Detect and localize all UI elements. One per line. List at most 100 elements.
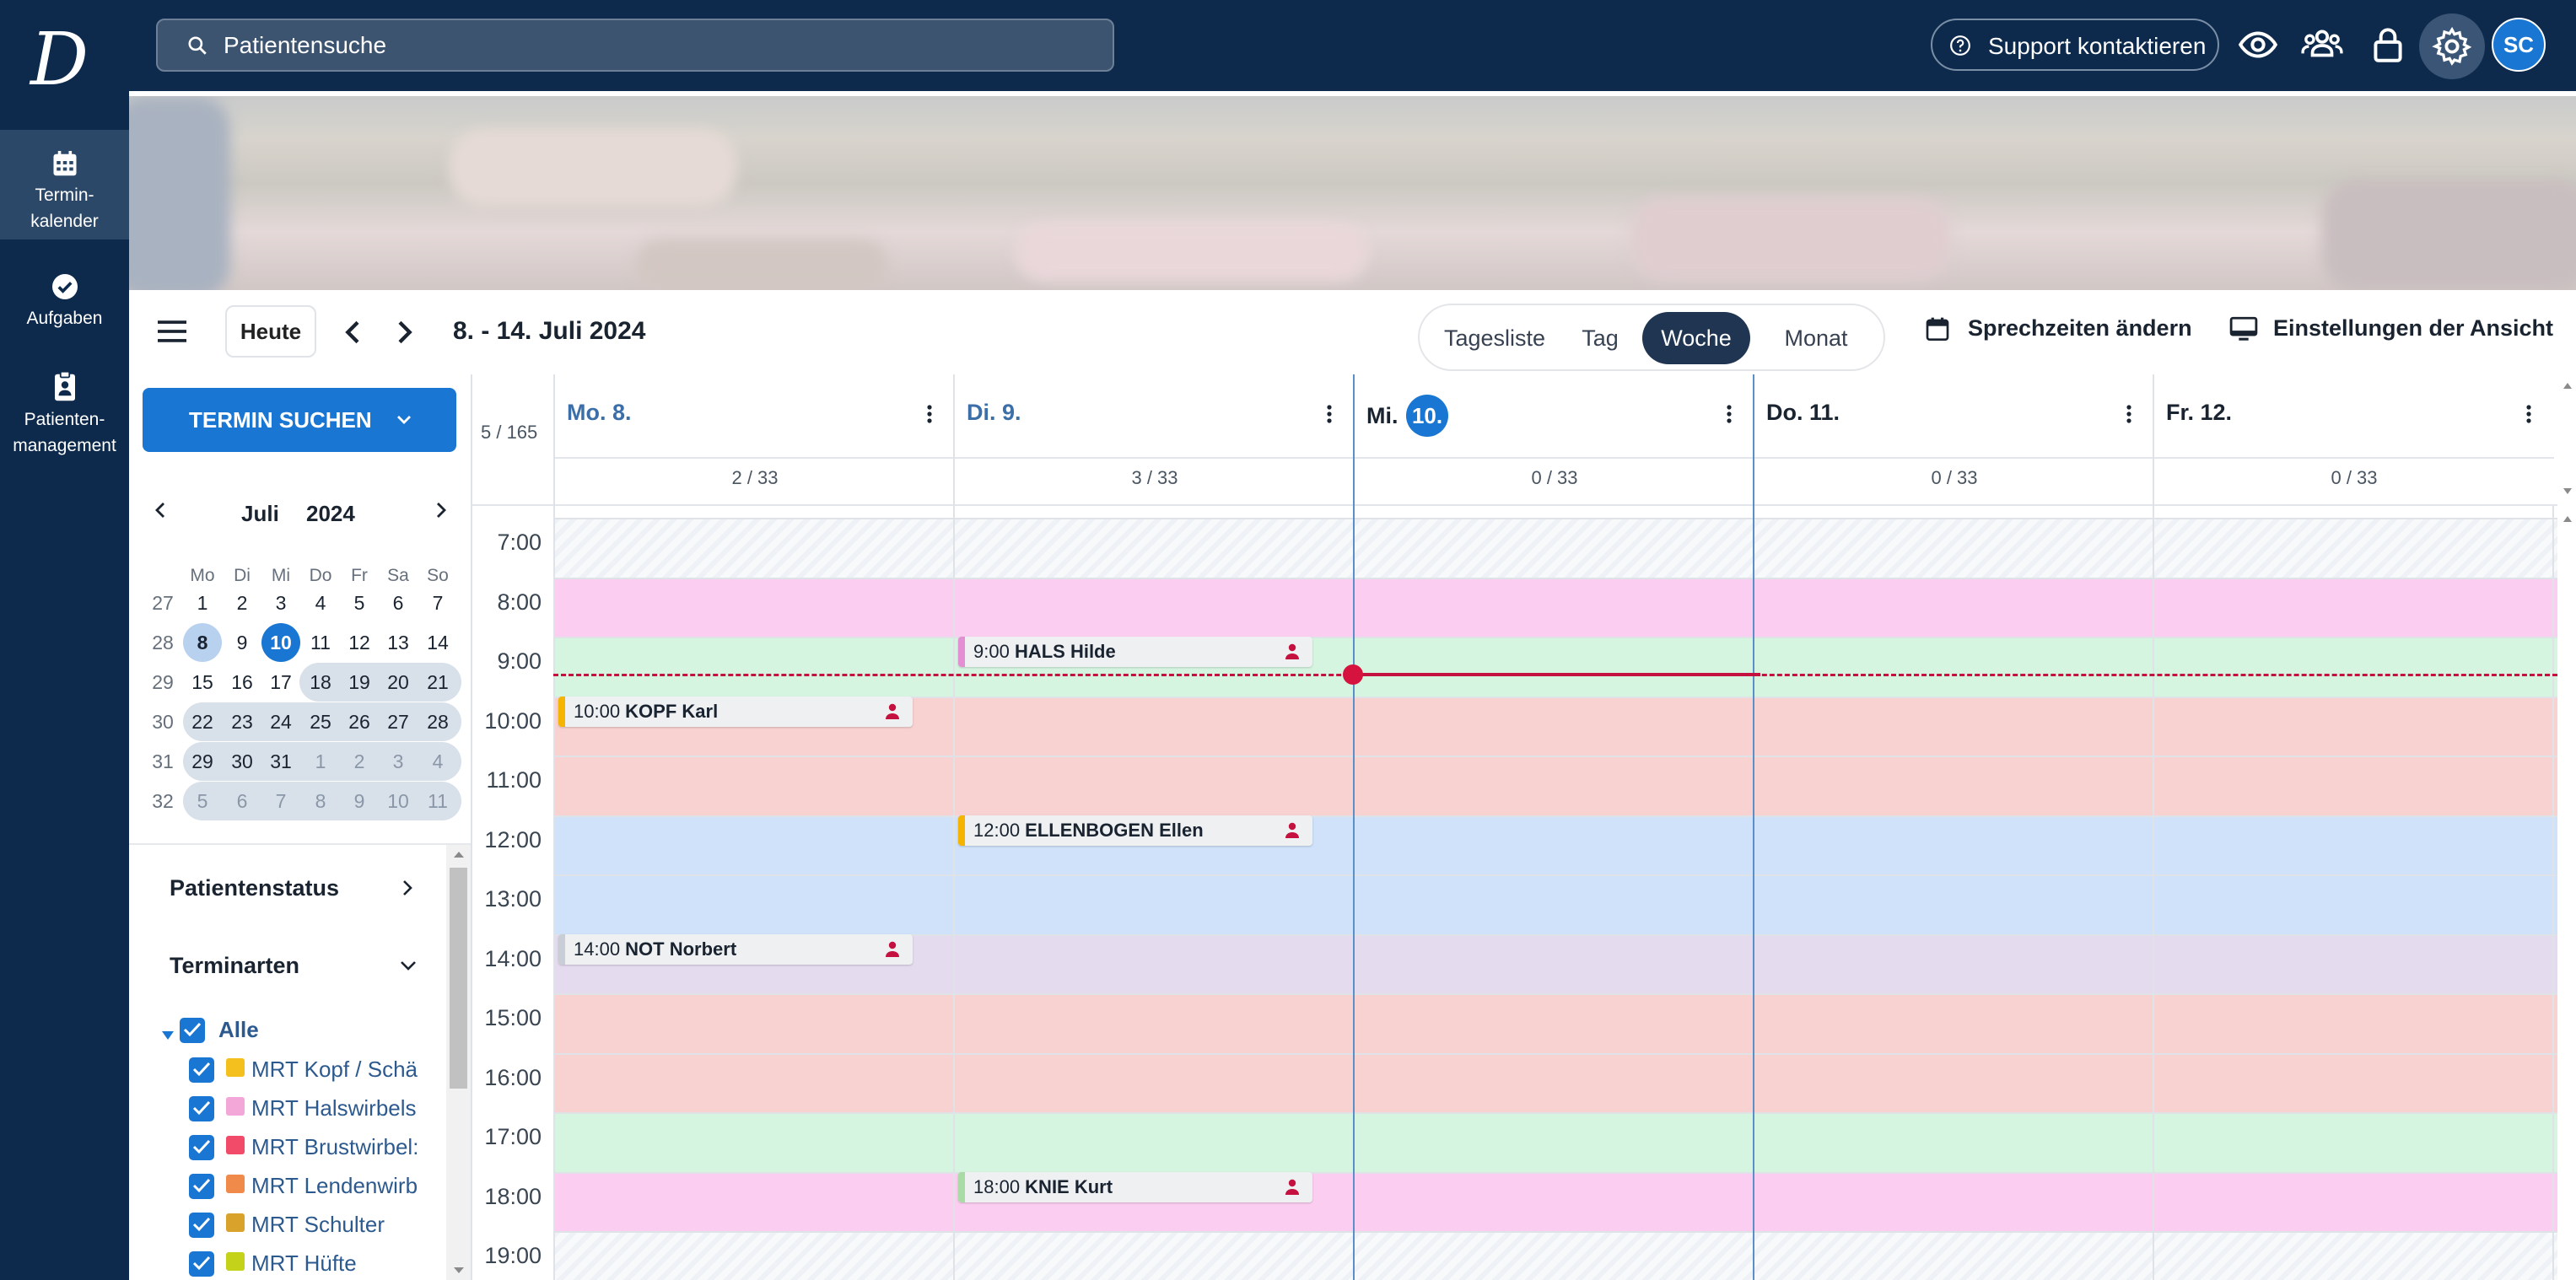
scroll-up-icon[interactable]: [2563, 514, 2573, 523]
avatar[interactable]: SC: [2492, 18, 2546, 72]
calendar-day[interactable]: 14: [427, 632, 449, 653]
calendar-day[interactable]: 11: [310, 632, 331, 653]
support-button[interactable]: Support kontaktieren: [1931, 19, 2219, 71]
eye-icon[interactable]: [2237, 24, 2279, 66]
checkbox[interactable]: [180, 1018, 205, 1043]
scrollbar[interactable]: [2557, 374, 2576, 1280]
patientenstatus-toggle[interactable]: Patientenstatus: [170, 875, 340, 901]
calendar-day-other-month[interactable]: 4: [432, 750, 444, 772]
calendar-day-other-month[interactable]: 11: [428, 790, 448, 812]
scroll-down-icon[interactable]: [453, 1267, 465, 1275]
calendar-day-today[interactable]: 10: [261, 623, 300, 662]
hour-row[interactable]: [553, 1052, 2557, 1113]
more-vertical-icon[interactable]: [2519, 401, 2539, 427]
calendar-day[interactable]: 9: [236, 632, 248, 653]
checkbox[interactable]: [189, 1135, 214, 1160]
checkbox[interactable]: [189, 1057, 214, 1083]
appointment[interactable]: 14:00 NOT Norbert: [558, 933, 913, 965]
menu-icon[interactable]: [158, 319, 186, 344]
calendar-day[interactable]: 6: [392, 592, 404, 614]
terminarten-toggle[interactable]: Terminarten: [170, 953, 300, 978]
calendar-day-other-month[interactable]: 5: [197, 790, 208, 812]
scrollbar[interactable]: [446, 845, 471, 1280]
patient-search[interactable]: [156, 19, 1114, 72]
calendar-day[interactable]: 20: [387, 671, 409, 693]
day-column-header[interactable]: Fr. 12. 0 / 33: [2153, 374, 2554, 506]
calendar-day[interactable]: 5: [353, 592, 365, 614]
more-vertical-icon[interactable]: [2119, 401, 2139, 427]
day-column-header[interactable]: Di. 9. 3 / 33: [953, 374, 1355, 506]
hour-row[interactable]: [553, 993, 2557, 1053]
calendar-day[interactable]: 2: [236, 592, 248, 614]
chevron-right-icon[interactable]: [431, 496, 451, 524]
app-logo[interactable]: D: [30, 18, 89, 102]
calendar-day-other-month[interactable]: 3: [392, 750, 404, 772]
calendar-day[interactable]: 26: [348, 711, 370, 733]
hour-row[interactable]: [553, 1231, 2557, 1280]
calendar-day[interactable]: 28: [427, 711, 449, 733]
calendar-day[interactable]: 22: [191, 711, 213, 733]
calendar-day[interactable]: 27: [387, 711, 409, 733]
find-appointment-button[interactable]: TERMIN SUCHEN: [143, 388, 456, 452]
tab-tagesliste[interactable]: Tagesliste: [1443, 325, 1546, 351]
calendar-day[interactable]: 29: [191, 750, 213, 772]
nav-item-patientenmanagement[interactable]: Patienten- management: [0, 369, 129, 459]
more-vertical-icon[interactable]: [1319, 401, 1339, 427]
calendar-day[interactable]: 25: [310, 711, 331, 733]
calendar-day[interactable]: 17: [270, 671, 292, 693]
day-column-header[interactable]: Do. 11. 0 / 33: [1753, 374, 2154, 506]
calendar-day[interactable]: 19: [348, 671, 370, 693]
checkbox[interactable]: [189, 1174, 214, 1199]
calendar-day[interactable]: 15: [191, 671, 213, 693]
users-icon[interactable]: [2301, 24, 2343, 66]
day-column-header[interactable]: Mo. 8. 2 / 33: [553, 374, 955, 506]
tab-tag[interactable]: Tag: [1582, 325, 1619, 351]
chevron-left-icon[interactable]: [150, 496, 170, 524]
calendar-day-other-month[interactable]: 2: [353, 750, 365, 772]
calendar-day[interactable]: 1: [197, 592, 208, 614]
appointment[interactable]: 12:00 ELLENBOGEN Ellen: [958, 815, 1312, 846]
appointment[interactable]: 9:00 HALS Hilde: [958, 637, 1312, 667]
calendar-day[interactable]: 3: [275, 592, 287, 614]
hour-row[interactable]: [553, 1171, 2557, 1232]
today-button[interactable]: Heute: [225, 305, 316, 358]
checkbox[interactable]: [189, 1213, 214, 1238]
calendar-day[interactable]: 24: [270, 711, 292, 733]
calendar-day-other-month[interactable]: 9: [353, 790, 365, 812]
calendar-day[interactable]: 23: [231, 711, 253, 733]
calendar-day-selected[interactable]: 8: [183, 623, 222, 662]
time-grid[interactable]: 7:00 8:00 9:00 10:00 11:00 12:00 13:00 14:00 15:…: [472, 506, 2557, 1280]
hour-row[interactable]: [553, 756, 2557, 815]
nav-item-terminkalender[interactable]: Termin- kalender: [0, 130, 129, 239]
mini-calendar-year[interactable]: 2024: [306, 501, 355, 526]
appointment[interactable]: 18:00 KNIE Kurt: [958, 1171, 1312, 1202]
calendar-day[interactable]: 13: [387, 632, 409, 653]
lock-icon[interactable]: [2367, 24, 2409, 66]
tab-monat[interactable]: Monat: [1784, 325, 1848, 351]
calendar-day[interactable]: 18: [310, 671, 331, 693]
scroll-up-icon[interactable]: [453, 850, 465, 858]
hour-row[interactable]: [553, 518, 2557, 578]
hour-row[interactable]: [553, 874, 2557, 934]
calendar-day[interactable]: 16: [231, 671, 253, 693]
checkbox[interactable]: [189, 1251, 214, 1277]
calendar-day-other-month[interactable]: 8: [315, 790, 326, 812]
search-input[interactable]: [224, 30, 1067, 61]
calendar-day-other-month[interactable]: 1: [315, 750, 326, 772]
caret-down-icon[interactable]: [161, 1030, 175, 1041]
calendar-day-other-month[interactable]: 7: [275, 790, 287, 812]
scrollbar-thumb[interactable]: [450, 868, 467, 1089]
hour-row[interactable]: [553, 577, 2557, 637]
calendar-day[interactable]: 4: [315, 592, 326, 614]
hour-row[interactable]: [553, 1112, 2557, 1172]
calendar-day-other-month[interactable]: 6: [236, 790, 248, 812]
calendar-day[interactable]: 30: [231, 750, 253, 772]
calendar-day[interactable]: 7: [432, 592, 444, 614]
checkbox[interactable]: [189, 1096, 214, 1121]
calendar-day[interactable]: 31: [270, 750, 292, 772]
scroll-down-icon[interactable]: [2563, 487, 2573, 496]
settings-button[interactable]: [2419, 13, 2485, 79]
chevron-down-icon[interactable]: [397, 953, 419, 978]
day-column-header-today[interactable]: Mi. 10. 0 / 33: [1353, 374, 1754, 506]
chevron-right-icon[interactable]: [387, 315, 421, 349]
